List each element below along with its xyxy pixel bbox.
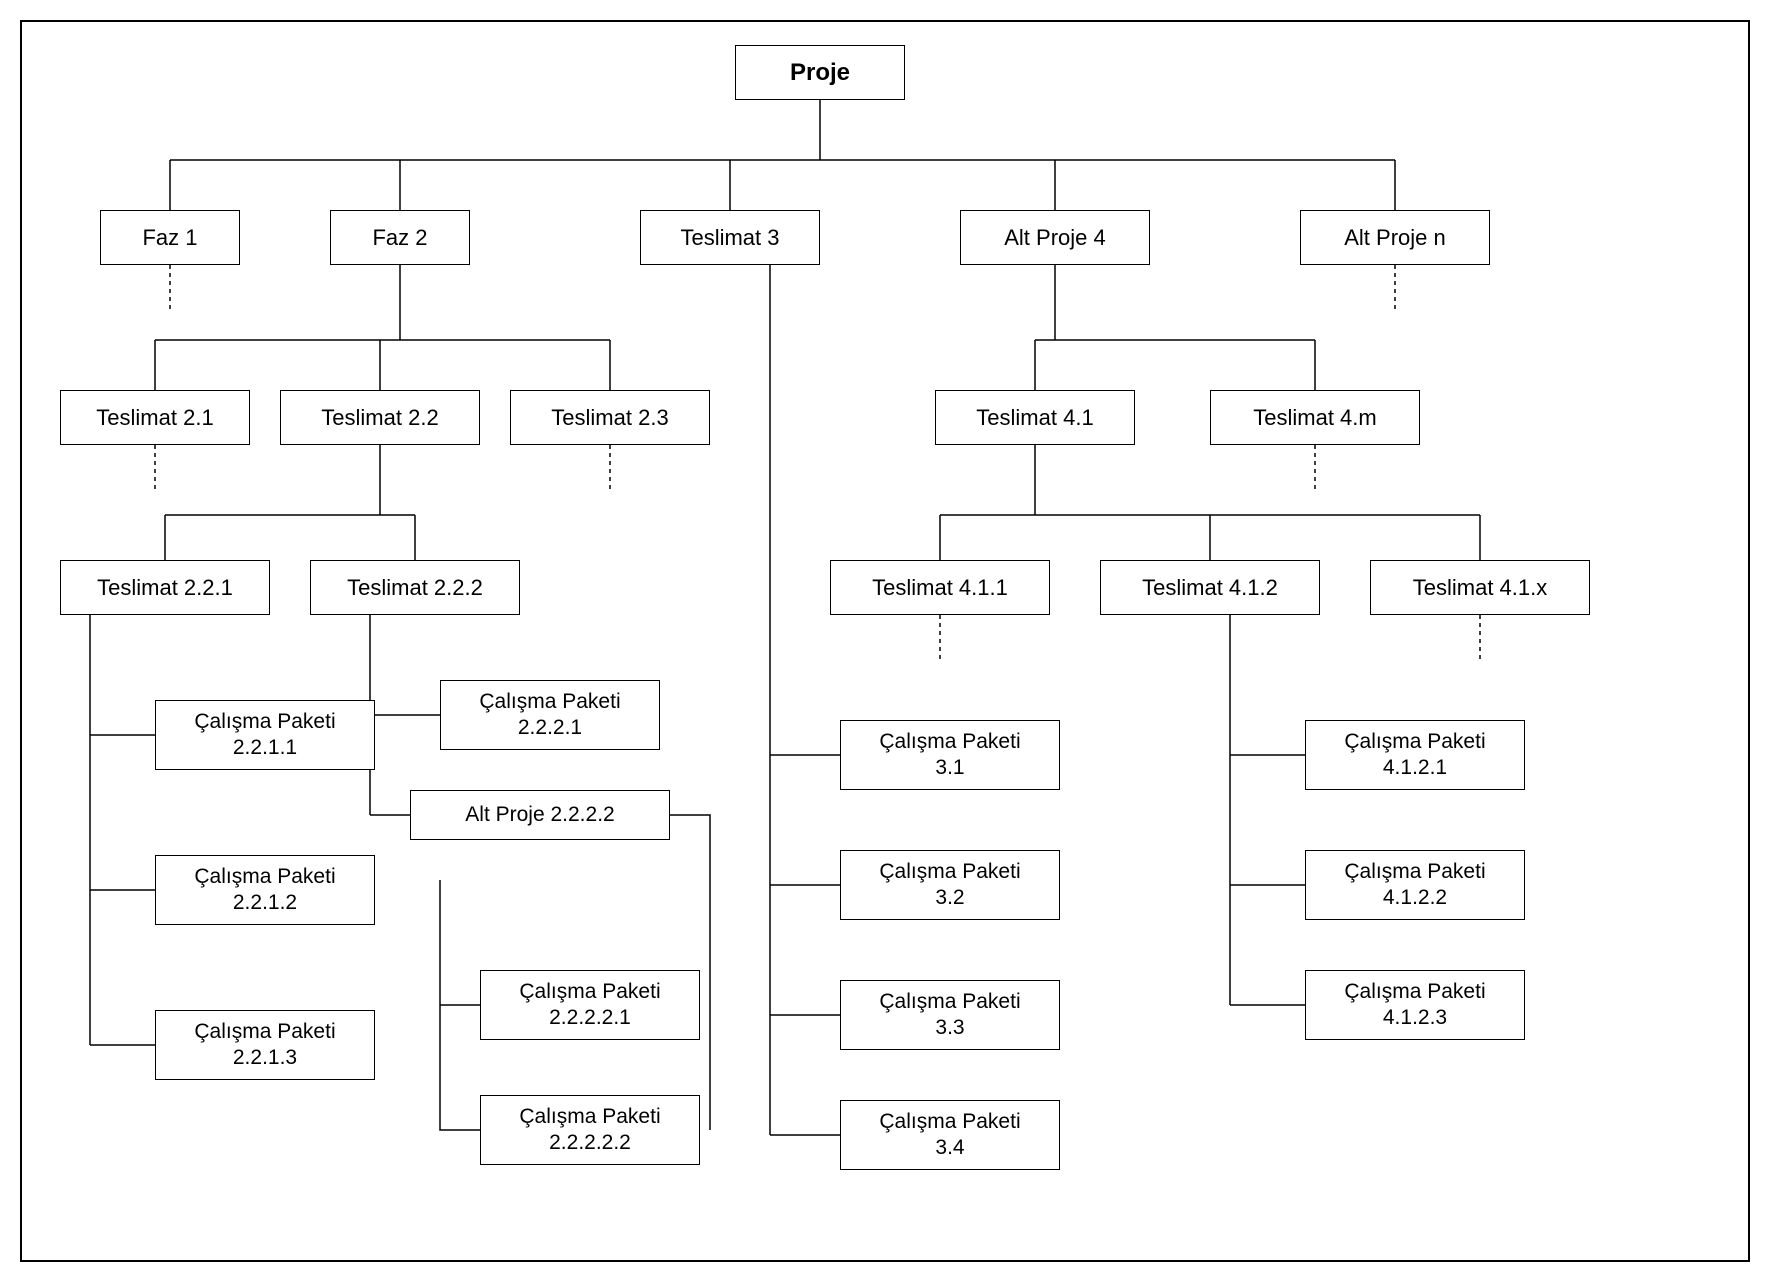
node-root: Proje <box>735 45 905 100</box>
node-label: Çalışma Paketi 2.2.1.2 <box>194 864 335 917</box>
node-label: Çalışma Paketi 4.1.2.2 <box>1344 859 1485 912</box>
node-label: Faz 1 <box>142 224 197 252</box>
node-label: Çalışma Paketi 3.3 <box>879 989 1020 1042</box>
node-cp4122: Çalışma Paketi 4.1.2.2 <box>1305 850 1525 920</box>
node-label: Alt Proje 4 <box>1004 224 1106 252</box>
node-label: Çalışma Paketi 2.2.2.1 <box>479 689 620 742</box>
node-label: Proje <box>790 58 850 88</box>
node-cp4123: Çalışma Paketi 4.1.2.3 <box>1305 970 1525 1040</box>
node-label: Çalışma Paketi 4.1.2.1 <box>1344 729 1485 782</box>
diagram-canvas: Proje Faz 1 Faz 2 Teslimat 3 Alt Proje 4 Alt … <box>0 0 1770 1282</box>
node-altn: Alt Proje n <box>1300 210 1490 265</box>
node-t41: Teslimat 4.1 <box>935 390 1135 445</box>
node-label: Teslimat 2.1 <box>96 404 213 432</box>
node-label: Teslimat 2.2 <box>321 404 438 432</box>
node-alt4: Alt Proje 4 <box>960 210 1150 265</box>
node-label: Çalışma Paketi 2.2.1.3 <box>194 1019 335 1072</box>
node-cp33: Çalışma Paketi 3.3 <box>840 980 1060 1050</box>
node-t41x: Teslimat 4.1.x <box>1370 560 1590 615</box>
node-t23: Teslimat 2.3 <box>510 390 710 445</box>
node-label: Çalışma Paketi 2.2.2.2.2 <box>519 1104 660 1157</box>
node-cp2221: Çalışma Paketi 2.2.2.1 <box>440 680 660 750</box>
node-label: Teslimat 3 <box>680 224 779 252</box>
node-label: Alt Proje 2.2.2.2 <box>465 802 614 828</box>
node-t21: Teslimat 2.1 <box>60 390 250 445</box>
node-t412: Teslimat 4.1.2 <box>1100 560 1320 615</box>
node-t4m: Teslimat 4.m <box>1210 390 1420 445</box>
node-label: Çalışma Paketi 4.1.2.3 <box>1344 979 1485 1032</box>
node-label: Teslimat 4.1 <box>976 404 1093 432</box>
node-t22: Teslimat 2.2 <box>280 390 480 445</box>
node-cp32: Çalışma Paketi 3.2 <box>840 850 1060 920</box>
node-cp2213: Çalışma Paketi 2.2.1.3 <box>155 1010 375 1080</box>
node-label: Teslimat 2.3 <box>551 404 668 432</box>
node-cp4121: Çalışma Paketi 4.1.2.1 <box>1305 720 1525 790</box>
node-label: Faz 2 <box>372 224 427 252</box>
node-label: Teslimat 4.1.1 <box>872 574 1008 602</box>
node-label: Teslimat 2.2.2 <box>347 574 483 602</box>
node-cp34: Çalışma Paketi 3.4 <box>840 1100 1060 1170</box>
node-label: Teslimat 2.2.1 <box>97 574 233 602</box>
node-cp2212: Çalışma Paketi 2.2.1.2 <box>155 855 375 925</box>
node-label: Çalışma Paketi 3.4 <box>879 1109 1020 1162</box>
node-label: Çalışma Paketi 2.2.1.1 <box>194 709 335 762</box>
node-t222: Teslimat 2.2.2 <box>310 560 520 615</box>
node-label: Teslimat 4.1.x <box>1413 574 1548 602</box>
node-cp22222: Çalışma Paketi 2.2.2.2.2 <box>480 1095 700 1165</box>
node-cp22221: Çalışma Paketi 2.2.2.2.1 <box>480 970 700 1040</box>
node-tes3: Teslimat 3 <box>640 210 820 265</box>
node-cp2211: Çalışma Paketi 2.2.1.1 <box>155 700 375 770</box>
node-ap2222: Alt Proje 2.2.2.2 <box>410 790 670 840</box>
node-t411: Teslimat 4.1.1 <box>830 560 1050 615</box>
node-faz2: Faz 2 <box>330 210 470 265</box>
node-label: Alt Proje n <box>1344 224 1446 252</box>
node-label: Teslimat 4.1.2 <box>1142 574 1278 602</box>
node-label: Çalışma Paketi 3.1 <box>879 729 1020 782</box>
node-label: Çalışma Paketi 2.2.2.2.1 <box>519 979 660 1032</box>
node-cp31: Çalışma Paketi 3.1 <box>840 720 1060 790</box>
node-faz1: Faz 1 <box>100 210 240 265</box>
node-label: Teslimat 4.m <box>1253 404 1376 432</box>
node-label: Çalışma Paketi 3.2 <box>879 859 1020 912</box>
node-t221: Teslimat 2.2.1 <box>60 560 270 615</box>
